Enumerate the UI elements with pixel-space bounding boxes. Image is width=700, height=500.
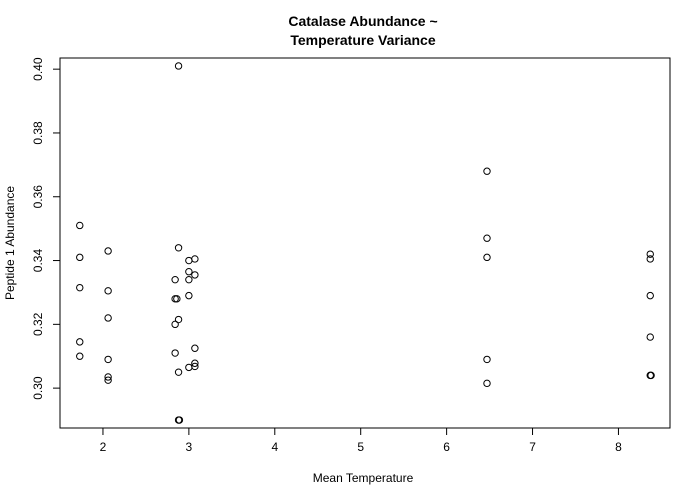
data-point bbox=[104, 355, 112, 364]
x-axis-label: Mean Temperature bbox=[313, 471, 414, 485]
y-axis: 0.30 0.32 0.34 0.36 0.38 0.40 bbox=[31, 57, 61, 400]
data-point bbox=[483, 234, 491, 242]
data-point bbox=[646, 255, 654, 263]
data-point bbox=[191, 344, 199, 352]
data-point bbox=[171, 320, 179, 329]
y-tick-label: 0.30 bbox=[31, 376, 45, 400]
data-point bbox=[483, 379, 491, 388]
data-point bbox=[185, 275, 193, 284]
data-point bbox=[483, 253, 491, 262]
data-point bbox=[483, 355, 491, 364]
x-tick-label: 7 bbox=[529, 440, 536, 454]
x-tick-label: 5 bbox=[357, 440, 364, 454]
data-point bbox=[647, 371, 655, 380]
data-point bbox=[174, 244, 183, 252]
chart-title-line-1: Catalase Abundance ~ bbox=[288, 13, 437, 29]
data-point bbox=[191, 359, 199, 367]
data-point bbox=[76, 221, 84, 230]
data-point bbox=[104, 314, 112, 322]
y-tick-label: 0.40 bbox=[31, 57, 45, 81]
x-tick-label: 8 bbox=[615, 440, 622, 454]
y-tick-label: 0.36 bbox=[31, 185, 45, 209]
data-point bbox=[646, 250, 654, 258]
data-point bbox=[185, 291, 193, 300]
data-point bbox=[185, 256, 193, 265]
x-tick-label: 2 bbox=[100, 440, 107, 454]
data-point bbox=[104, 373, 112, 381]
data-point bbox=[191, 271, 199, 279]
data-point bbox=[76, 283, 84, 292]
chart-title-line-2: Temperature Variance bbox=[290, 32, 435, 48]
data-point bbox=[646, 291, 654, 300]
data-point bbox=[174, 368, 183, 376]
data-point bbox=[185, 363, 193, 372]
data-point bbox=[104, 376, 112, 384]
x-axis: 2 3 4 5 6 7 8 bbox=[100, 427, 622, 454]
data-point bbox=[174, 315, 183, 324]
y-tick-label: 0.38 bbox=[31, 121, 45, 145]
data-point bbox=[646, 333, 654, 341]
data-point bbox=[171, 275, 179, 284]
data-point bbox=[104, 287, 112, 295]
data-point bbox=[174, 62, 183, 70]
x-tick-label: 4 bbox=[271, 440, 278, 454]
data-point bbox=[171, 349, 179, 357]
data-point bbox=[76, 352, 84, 360]
x-tick-label: 6 bbox=[443, 440, 450, 454]
data-point bbox=[185, 268, 193, 276]
data-point bbox=[104, 247, 112, 255]
data-points bbox=[76, 62, 655, 424]
plot-frame bbox=[59, 57, 671, 429]
y-tick-label: 0.34 bbox=[31, 249, 45, 273]
data-point bbox=[191, 362, 199, 371]
data-point bbox=[175, 416, 184, 424]
data-point bbox=[173, 295, 181, 303]
data-point bbox=[483, 167, 491, 175]
data-point bbox=[76, 253, 84, 262]
data-point bbox=[76, 338, 84, 346]
x-tick-label: 3 bbox=[186, 440, 193, 454]
data-point bbox=[191, 255, 199, 263]
y-tick-label: 0.32 bbox=[31, 312, 45, 336]
y-axis-label: Peptide 1 Abundance bbox=[3, 186, 17, 300]
